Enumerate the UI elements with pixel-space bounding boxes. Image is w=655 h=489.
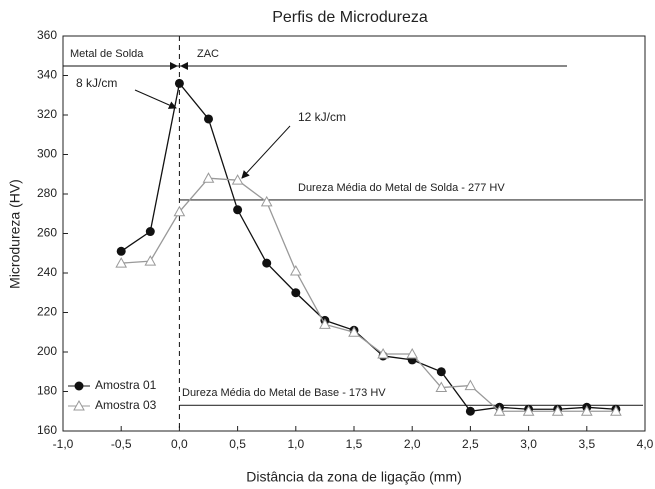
x-tick-label: 0,5 xyxy=(229,437,246,451)
point xyxy=(580,405,593,416)
point xyxy=(610,405,622,416)
y-tick-label: 320 xyxy=(37,107,57,121)
point xyxy=(291,288,301,298)
point xyxy=(204,114,213,124)
x-tick-label: 4,0 xyxy=(637,437,654,451)
point xyxy=(464,379,477,391)
x-axis-label: Distância da zona de ligação (mm) xyxy=(246,469,462,485)
x-tick-label: -1,0 xyxy=(53,437,74,451)
y-tick-label: 160 xyxy=(37,423,57,437)
y-tick-label: 360 xyxy=(37,28,57,42)
point xyxy=(319,318,331,329)
point xyxy=(436,367,446,377)
point xyxy=(289,264,302,276)
point xyxy=(231,174,244,185)
y-axis-label: Microdureza (HV) xyxy=(7,179,23,289)
y-tick-label: 280 xyxy=(37,186,57,200)
point xyxy=(435,381,448,393)
annotation: 8 kJ/cm xyxy=(76,76,117,90)
y-tick-label: 300 xyxy=(37,147,57,161)
annotation: ZAC xyxy=(197,48,219,60)
reference-label: Dureza Média do Metal de Solda - 277 HV xyxy=(298,182,505,194)
series-line xyxy=(120,81,616,412)
point xyxy=(551,405,564,416)
y-tick-label: 260 xyxy=(37,226,57,240)
point xyxy=(260,195,273,207)
annotation: 12 kJ/cm xyxy=(298,110,346,124)
point xyxy=(377,347,389,359)
point xyxy=(174,78,184,88)
annotation-arrow xyxy=(241,125,291,179)
legend-marker xyxy=(73,399,85,411)
y-tick-label: 180 xyxy=(37,384,57,398)
y-tick-label: 200 xyxy=(37,344,57,358)
x-tick-label: 0,0 xyxy=(171,437,188,451)
point xyxy=(144,255,157,266)
point xyxy=(465,406,475,416)
x-tick-label: 1,0 xyxy=(287,437,304,451)
point xyxy=(522,405,535,416)
x-tick-label: 1,5 xyxy=(346,437,363,451)
x-tick-label: 2,5 xyxy=(462,437,479,451)
point xyxy=(116,246,126,256)
point xyxy=(173,205,186,217)
x-tick-label: 2,0 xyxy=(404,437,421,451)
point xyxy=(406,347,419,359)
x-tick-label: 3,5 xyxy=(578,437,595,451)
reference-label: Dureza Média do Metal de Base - 173 HV xyxy=(182,387,386,399)
y-tick-label: 340 xyxy=(37,68,57,82)
legend-label: Amostra 01 xyxy=(95,378,157,392)
legend-label: Amostra 03 xyxy=(95,398,157,412)
point xyxy=(262,258,272,268)
point xyxy=(115,257,128,268)
point xyxy=(233,205,243,215)
point xyxy=(202,172,215,183)
x-tick-label: 3,0 xyxy=(520,437,537,451)
chart-title: Perfis de Microdureza xyxy=(272,9,428,26)
annotation: Metal de Solda xyxy=(70,48,144,60)
annotation-arrow xyxy=(134,89,177,109)
x-tick-label: -0,5 xyxy=(111,437,132,451)
series-line xyxy=(121,177,616,412)
legend-marker xyxy=(74,381,84,391)
point xyxy=(493,405,506,416)
point xyxy=(145,227,155,237)
y-tick-label: 240 xyxy=(37,265,57,279)
y-tick-label: 220 xyxy=(37,305,57,319)
point xyxy=(348,326,360,337)
